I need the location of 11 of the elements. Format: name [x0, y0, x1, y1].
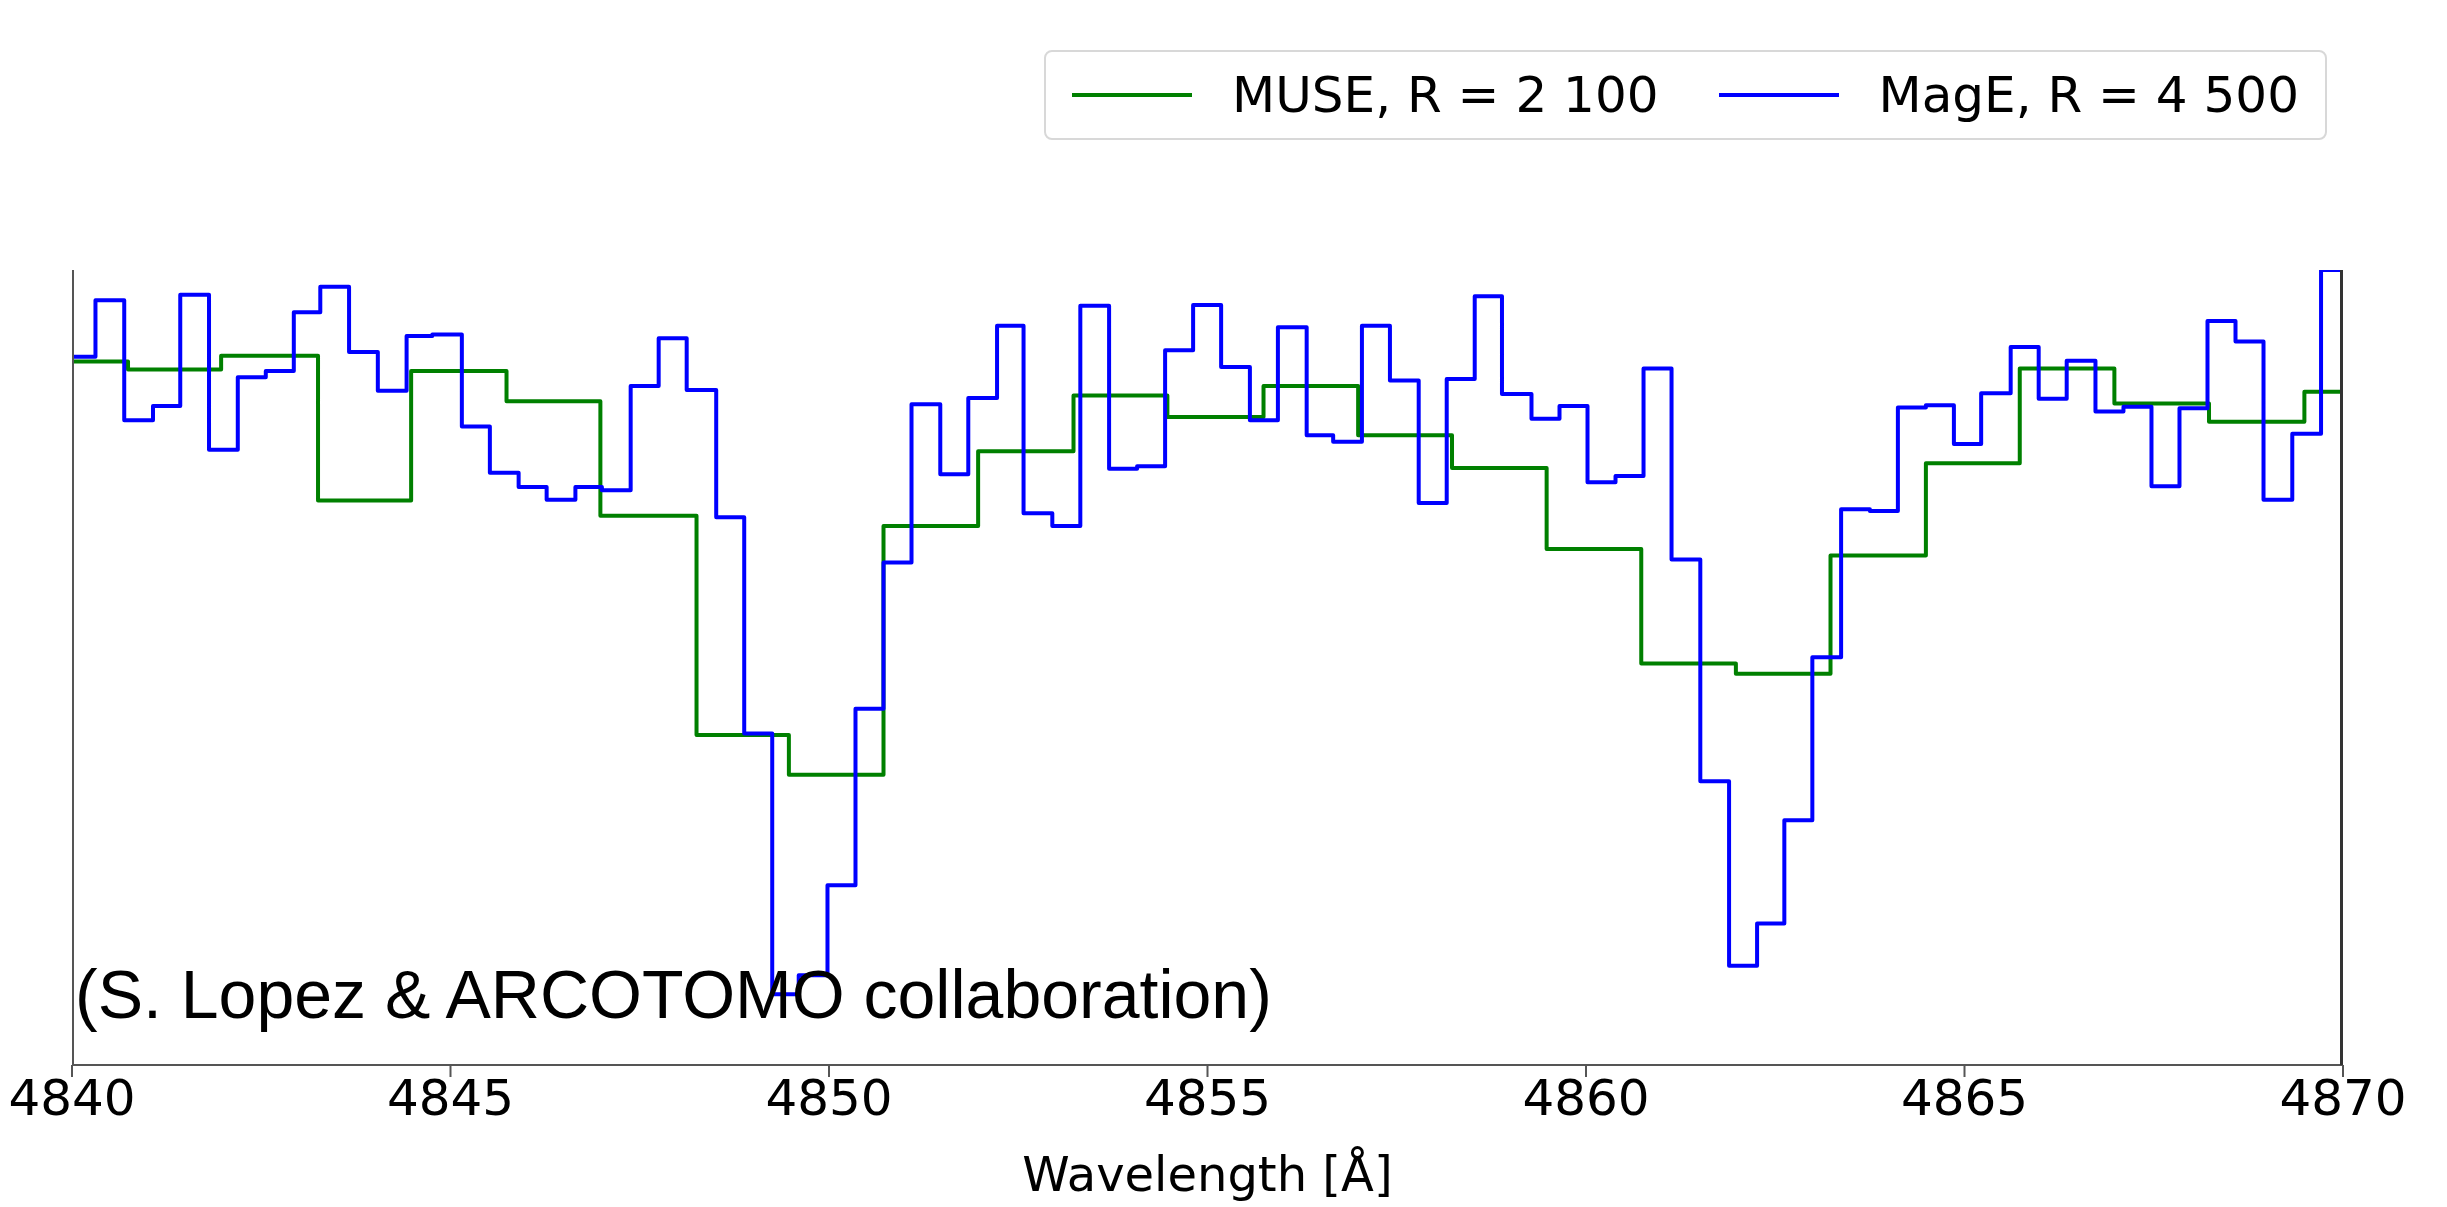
annotation: (S. Lopez & ARCOTOMO collaboration) [75, 955, 1272, 1033]
x-tick-label: 4870 [2279, 1068, 2407, 1127]
x-tick-label: 4845 [386, 1068, 515, 1127]
legend-label: MagE, R = 4 500 [1878, 66, 2299, 124]
x-axis-title: Wavelength [Å] [1022, 1146, 1393, 1202]
x-tick-label: 4850 [765, 1068, 893, 1127]
x-tick-label: 4855 [1143, 1068, 1272, 1127]
legend-label: MUSE, R = 2 100 [1232, 66, 1659, 124]
x-tick-label: 4860 [1522, 1068, 1650, 1127]
x-tick-label: 4840 [8, 1068, 136, 1127]
x-tick-label: 4865 [1900, 1068, 2029, 1127]
